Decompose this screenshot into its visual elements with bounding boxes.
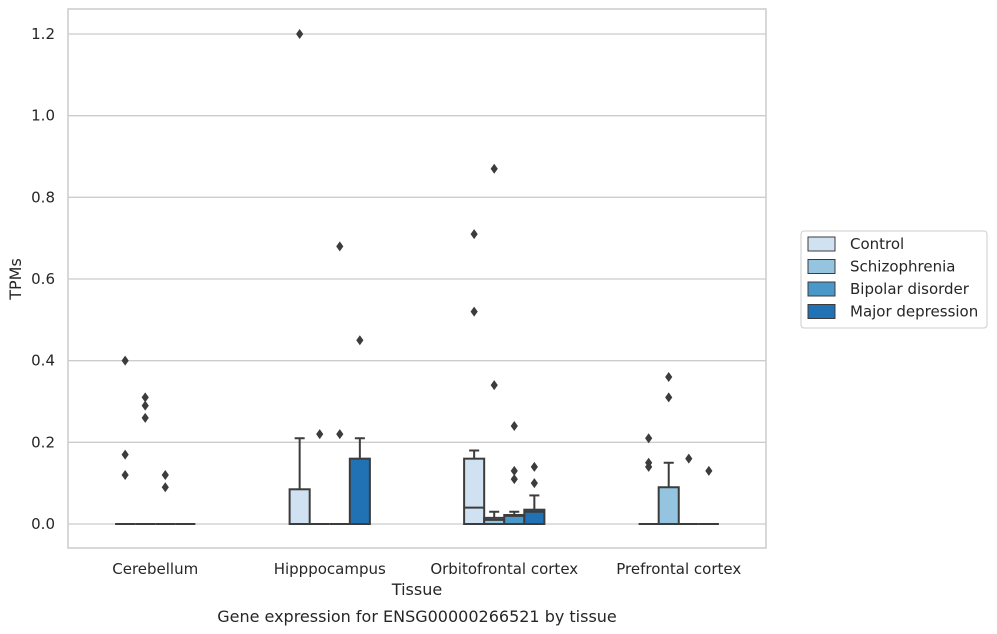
legend-swatch [807, 259, 836, 274]
outlier-point [530, 478, 538, 489]
y-tick-label: 0.8 [31, 188, 55, 206]
box-body [657, 486, 680, 525]
box-body [523, 508, 546, 526]
legend-item-control: Control [807, 235, 904, 253]
outlier-point [665, 392, 673, 403]
box-body [348, 457, 371, 525]
outlier-point [685, 453, 693, 464]
legend-label: Bipolar disorder [850, 280, 970, 298]
y-tick-label: 0.4 [31, 352, 55, 370]
box-orbitofrontal-cortex-schizophrenia [483, 510, 506, 525]
x-tick-label-prefrontal-cortex: Prefrontal cortex [616, 560, 741, 578]
legend-item-major-depression: Major depression [807, 303, 978, 321]
box-orbitofrontal-cortex-control [463, 449, 486, 525]
x-tick-labels: Cerebellum Hipppocampus Orbitofrontal cort… [112, 560, 741, 578]
box-orbitofrontal-cortex-bipolar-disorder [503, 510, 526, 525]
outlier-point [121, 449, 129, 460]
legend-label: Major depression [850, 303, 978, 321]
outlier-point [356, 335, 364, 346]
y-tick-label: 0.2 [31, 433, 55, 451]
legend: Control Schizophrenia Bipolar disorder Majo… [800, 230, 988, 329]
outlier-point [336, 241, 344, 252]
outlier-point [296, 29, 304, 39]
legend-label: Control [850, 235, 904, 253]
outliers [121, 29, 713, 493]
outlier-point [645, 461, 653, 472]
legend-swatch [807, 236, 836, 252]
x-tick-label-orbitofrontal-cortex: Orbitofrontal cortex [430, 560, 578, 578]
plot-frame [67, 8, 767, 549]
legend-label: Schizophrenia [850, 258, 955, 276]
y-tick-label: 1.0 [31, 107, 55, 125]
box-prefrontal-cortex-schizophrenia [657, 461, 680, 525]
outlier-point [470, 306, 478, 317]
y-tick-label: 0.6 [31, 270, 55, 288]
outlier-point [161, 482, 169, 493]
outlier-point [141, 412, 149, 423]
outlier-point [705, 465, 713, 476]
outlier-point [141, 400, 149, 411]
x-tick-label-cerebellum: Cerebellum [112, 560, 198, 578]
y-tick-labels: 0.0 0.2 0.4 0.6 0.8 1.0 1.2 [31, 25, 55, 533]
outlier-point [316, 429, 324, 440]
legend-swatch [807, 304, 836, 319]
box-hipppocampus-control [288, 437, 311, 525]
boxes [115, 437, 719, 526]
y-axis-title: TPMs [6, 258, 25, 301]
y-tick-label: 1.2 [31, 25, 55, 43]
x-axis-title: Tissue [391, 580, 442, 599]
outlier-point [665, 372, 673, 382]
outlier-point [645, 433, 653, 444]
outlier-point [470, 229, 478, 240]
legend-frame [800, 230, 988, 329]
x-tick-label-hipppocampus: Hipppocampus [274, 560, 386, 578]
box-orbitofrontal-cortex-major-depression [523, 494, 546, 526]
outlier-point [121, 470, 129, 480]
outlier-point [530, 461, 538, 472]
outlier-point [490, 163, 498, 174]
outlier-point [336, 429, 344, 440]
legend-item-schizophrenia: Schizophrenia [807, 258, 955, 276]
outlier-point [121, 355, 129, 366]
outlier-point [510, 465, 518, 476]
figure-caption: Gene expression for ENSG00000266521 by t… [217, 607, 617, 626]
box-body [483, 516, 506, 525]
box-body [463, 457, 486, 525]
outlier-point [161, 470, 169, 480]
outlier-point [510, 474, 518, 485]
grid-lines [68, 33, 766, 525]
box-hipppocampus-major-depression [348, 437, 371, 525]
outlier-point [490, 380, 498, 391]
outlier-point [141, 392, 149, 403]
legend-item-bipolar-disorder: Bipolar disorder [807, 280, 970, 298]
box-body [288, 488, 311, 525]
outlier-point [510, 421, 518, 431]
y-tick-label: 0.0 [31, 515, 55, 533]
legend-swatch [807, 281, 836, 297]
